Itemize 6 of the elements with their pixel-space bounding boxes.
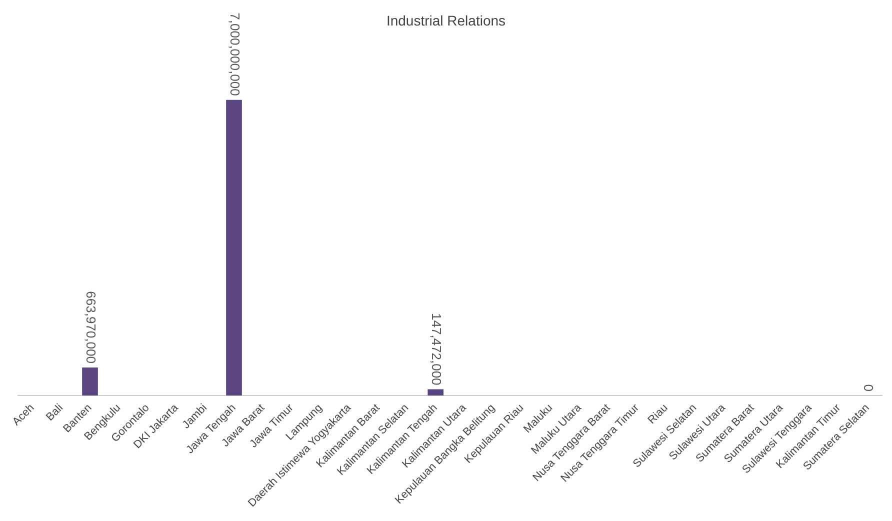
x-tick-label: Bali [44,402,66,424]
data-label: 0 [861,384,876,392]
data-label: 663,970,000 [83,291,98,364]
data-label: 147,472,000 [429,312,444,386]
chart-title: Industrial Relations [386,12,506,28]
data-label: 7,000,000,000 [227,12,242,96]
